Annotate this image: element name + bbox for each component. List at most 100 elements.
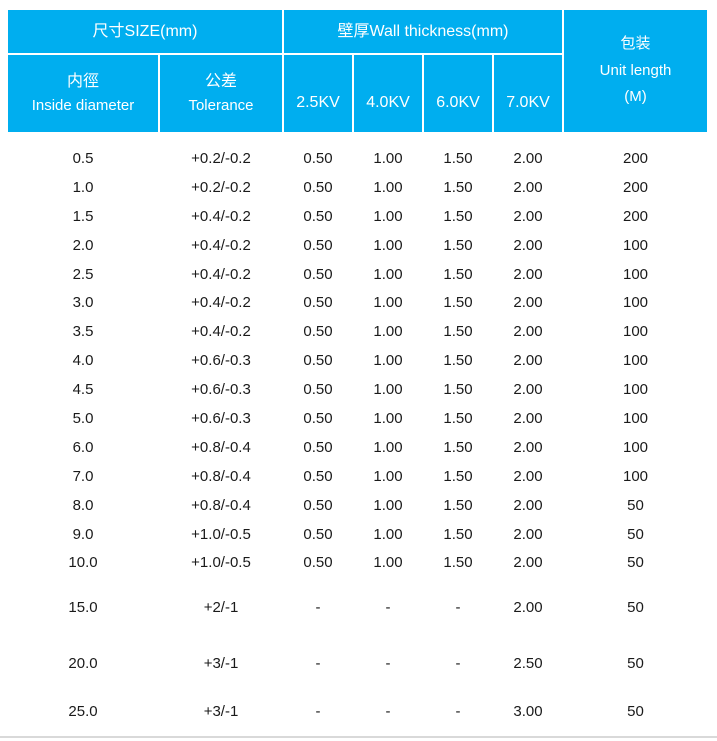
table-row: 0.5 +0.2/-0.2 0.50 1.00 1.50 2.00 200	[8, 144, 709, 173]
cell-unit-length: 200	[622, 207, 649, 225]
header-kv-4-0: 4.0KV	[354, 55, 422, 132]
cell-tolerance: +0.6/-0.3	[191, 352, 251, 370]
cell-unit-length: 100	[622, 409, 649, 427]
cell-wall-7-0kv: 2.00	[513, 265, 543, 283]
cell-inside-diameter: 10.0	[68, 554, 98, 572]
cell-wall-4-0kv: 1.00	[373, 381, 403, 399]
cell-wall-4-0kv: -	[385, 599, 391, 617]
wall-thickness-label: 壁厚Wall thickness(mm)	[337, 22, 509, 40]
cell-wall-4-0kv: 1.00	[373, 178, 403, 196]
header-kv-7-0: 7.0KV	[494, 55, 562, 132]
cell-wall-7-0kv: 2.00	[513, 323, 543, 341]
cell-inside-diameter: 2.5	[72, 265, 94, 283]
cell-wall-7-0kv: 2.00	[513, 178, 543, 196]
cell-wall-6-0kv: 1.50	[443, 438, 473, 456]
table-body: 0.5 +0.2/-0.2 0.50 1.00 1.50 2.00 200 1.…	[8, 144, 709, 726]
cell-inside-diameter: 6.0	[72, 438, 94, 456]
cell-wall-2-5kv: 0.50	[303, 294, 333, 312]
cell-wall-7-0kv: 2.00	[513, 467, 543, 485]
header-wall-thickness-group: 壁厚Wall thickness(mm)	[284, 10, 562, 53]
table-row: 2.5 +0.4/-0.2 0.50 1.00 1.50 2.00 100	[8, 260, 709, 289]
tolerance-label-en: Tolerance	[188, 96, 254, 114]
cell-wall-2-5kv: 0.50	[303, 207, 333, 225]
cell-inside-diameter: 3.0	[72, 294, 94, 312]
cell-inside-diameter: 8.0	[72, 496, 94, 514]
unit-length-label-en: Unit length	[599, 61, 672, 79]
cell-wall-6-0kv: 1.50	[443, 178, 473, 196]
cell-wall-4-0kv: 1.00	[373, 438, 403, 456]
cell-tolerance: +0.4/-0.2	[191, 236, 251, 254]
cell-wall-2-5kv: 0.50	[303, 525, 333, 543]
cell-wall-7-0kv: 2.00	[513, 599, 543, 617]
cell-wall-7-0kv: 2.00	[513, 409, 543, 427]
cell-inside-diameter: 20.0	[68, 655, 98, 673]
cell-tolerance: +2/-1	[203, 599, 239, 617]
cell-wall-4-0kv: 1.00	[373, 409, 403, 427]
table-row: 1.5 +0.4/-0.2 0.50 1.00 1.50 2.00 200	[8, 202, 709, 231]
header-tolerance: 公差 Tolerance	[160, 55, 282, 132]
cell-inside-diameter: 1.0	[72, 178, 94, 196]
cell-inside-diameter: 7.0	[72, 467, 94, 485]
cell-unit-length: 50	[627, 525, 644, 543]
cell-wall-7-0kv: 2.00	[513, 381, 543, 399]
cell-wall-2-5kv: 0.50	[303, 265, 333, 283]
cell-wall-6-0kv: 1.50	[443, 352, 473, 370]
table-row: 10.0 +1.0/-0.5 0.50 1.00 1.50 2.00 50	[8, 548, 709, 577]
cell-wall-2-5kv: 0.50	[303, 409, 333, 427]
cell-wall-7-0kv: 2.00	[513, 496, 543, 514]
cell-wall-2-5kv: 0.50	[303, 554, 333, 572]
cell-unit-length: 100	[622, 438, 649, 456]
cell-unit-length: 50	[627, 599, 644, 617]
cell-tolerance: +0.8/-0.4	[191, 496, 251, 514]
cell-tolerance: +1.0/-0.5	[191, 554, 251, 572]
inside-diameter-label-zh: 内徑	[66, 72, 99, 90]
unit-length-label-zh: 包装	[620, 34, 651, 52]
cell-unit-length: 200	[622, 149, 649, 167]
cell-wall-4-0kv: 1.00	[373, 149, 403, 167]
cell-tolerance: +1.0/-0.5	[191, 525, 251, 543]
table-row: 6.0 +0.8/-0.4 0.50 1.00 1.50 2.00 100	[8, 433, 709, 462]
cell-unit-length: 100	[622, 381, 649, 399]
bottom-divider	[0, 736, 717, 738]
table-row: 9.0 +1.0/-0.5 0.50 1.00 1.50 2.00 50	[8, 520, 709, 549]
cell-wall-7-0kv: 2.00	[513, 294, 543, 312]
cell-wall-2-5kv: 0.50	[303, 178, 333, 196]
cell-wall-4-0kv: -	[385, 655, 391, 673]
cell-wall-6-0kv: -	[455, 599, 461, 617]
cell-wall-2-5kv: -	[315, 655, 321, 673]
cell-wall-4-0kv: 1.00	[373, 496, 403, 514]
cell-tolerance: +0.4/-0.2	[191, 265, 251, 283]
cell-tolerance: +0.8/-0.4	[191, 438, 251, 456]
table-row: 8.0 +0.8/-0.4 0.50 1.00 1.50 2.00 50	[8, 491, 709, 520]
size-group-label: 尺寸SIZE(mm)	[92, 22, 198, 40]
cell-tolerance: +0.8/-0.4	[191, 467, 251, 485]
spec-table: 尺寸SIZE(mm) 壁厚Wall thickness(mm) 包装 Unit …	[8, 10, 709, 726]
header-inside-diameter: 内徑 Inside diameter	[8, 55, 158, 132]
cell-unit-length: 100	[622, 323, 649, 341]
cell-inside-diameter: 2.0	[72, 236, 94, 254]
table-row: 3.0 +0.4/-0.2 0.50 1.00 1.50 2.00 100	[8, 288, 709, 317]
table-row: 2.0 +0.4/-0.2 0.50 1.00 1.50 2.00 100	[8, 231, 709, 260]
table-row: 20.0 +3/-1 - - - 2.50 50	[8, 649, 709, 678]
cell-tolerance: +0.4/-0.2	[191, 323, 251, 341]
cell-inside-diameter: 4.0	[72, 352, 94, 370]
cell-wall-6-0kv: 1.50	[443, 381, 473, 399]
cell-tolerance: +3/-1	[203, 703, 239, 721]
cell-wall-7-0kv: 2.00	[513, 207, 543, 225]
cell-wall-4-0kv: 1.00	[373, 352, 403, 370]
cell-unit-length: 100	[622, 294, 649, 312]
cell-wall-2-5kv: 0.50	[303, 149, 333, 167]
cell-unit-length: 50	[627, 496, 644, 514]
cell-wall-7-0kv: 2.50	[513, 655, 543, 673]
cell-wall-4-0kv: 1.00	[373, 554, 403, 572]
cell-wall-2-5kv: 0.50	[303, 467, 333, 485]
cell-wall-7-0kv: 2.00	[513, 554, 543, 572]
cell-wall-6-0kv: 1.50	[443, 323, 473, 341]
cell-wall-4-0kv: 1.00	[373, 525, 403, 543]
cell-inside-diameter: 15.0	[68, 599, 98, 617]
cell-wall-6-0kv: 1.50	[443, 265, 473, 283]
cell-wall-6-0kv: 1.50	[443, 496, 473, 514]
cell-wall-2-5kv: 0.50	[303, 352, 333, 370]
cell-tolerance: +0.4/-0.2	[191, 207, 251, 225]
cell-wall-4-0kv: 1.00	[373, 323, 403, 341]
